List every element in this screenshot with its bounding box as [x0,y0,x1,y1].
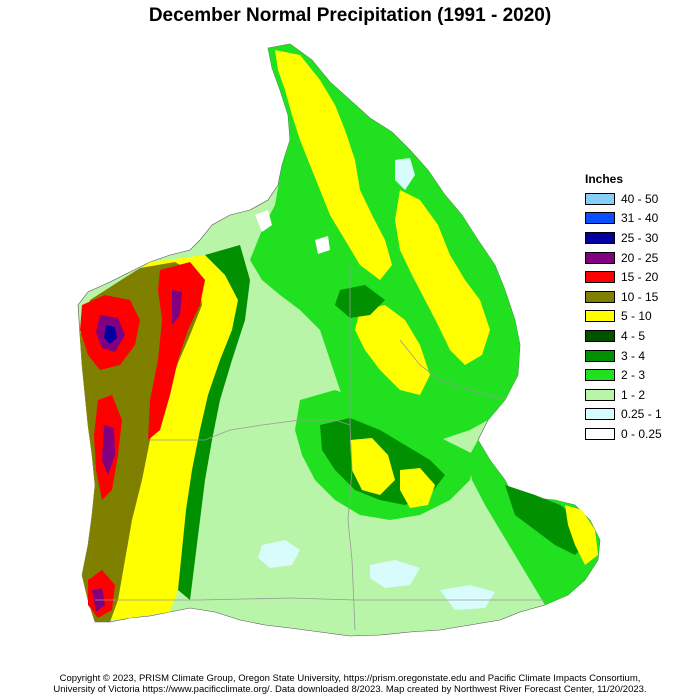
legend-swatch [585,369,615,382]
legend-swatch [585,329,615,342]
legend-item: 31 - 40 [585,209,695,229]
state-boundary-idaho-montana [399,339,506,401]
legend-label: 10 - 15 [621,289,659,304]
legend-item: 4 - 5 [585,326,695,346]
legend-label: 3 - 4 [621,348,646,363]
legend-label: 0 - 0.25 [621,426,662,441]
cyan-region-northeast [395,158,415,190]
green-region-cascade-east [178,245,250,600]
blue-region-olympics [104,325,117,344]
map-title: December Normal Precipitation (1991 - 20… [148,5,552,26]
yellow-region-blue-mountains [350,438,395,495]
legend-label: 2 - 3 [621,368,646,383]
legend-label: 5 - 10 [621,309,652,324]
cyan-region-southwest [258,540,300,568]
legend-title: Inches [585,172,624,186]
purple-region-coast-range [102,425,115,475]
legend-item: 40 - 50 [585,189,695,209]
yellow-region-idaho [355,305,430,395]
legend-item: 5 - 10 [585,307,695,327]
cyan-region-snake-plain [440,585,495,610]
legend-swatch [585,388,615,401]
footer-line-1: Copyright © 2023, PRISM Climate Group, O… [59,673,641,684]
legend-label: 31 - 40 [621,211,659,226]
red-region-cascades-north [148,262,205,440]
yellow-region-rockies-north [275,50,392,280]
legend-items: 40 - 50 31 - 40 25 - 30 20 - 25 15 - 20 10 - … [585,189,695,444]
white-region-central [315,236,330,254]
legend-swatch [585,251,615,264]
legend-label: 4 - 5 [621,328,646,343]
darkgreen-region-southeast [505,485,590,555]
white-region-north [255,210,272,232]
legend-swatch [585,408,615,421]
legend-swatch [585,231,615,244]
copyright-footer: Copyright © 2023, PRISM Climate Group, O… [0,673,700,695]
legend-item: 3 - 4 [585,346,695,366]
legend-item: 10 - 15 [585,287,695,307]
legend-swatch [585,192,615,205]
legend-label: 25 - 30 [621,230,659,245]
legend-swatch [585,349,615,362]
legend-item: 25 - 30 [585,228,695,248]
legend-label: 20 - 25 [621,250,659,265]
legend-swatch [585,310,615,323]
legend-item: 2 - 3 [585,365,695,385]
yellow-region-tetons [565,505,598,565]
cyan-region-south [370,560,420,588]
legend-swatch [585,290,615,303]
legend-item: 0.25 - 1 [585,405,695,425]
yellow-region-rockies-central [395,190,490,365]
state-boundary-southern [95,597,545,601]
yellow-region-owyhee [400,468,435,508]
legend-swatch [585,427,615,440]
purple-region-cascades [172,290,182,325]
legend-item: 0 - 0.25 [585,424,695,444]
legend-label: 0.25 - 1 [621,407,662,422]
state-boundary-wa-or [150,419,351,441]
legend-item: 20 - 25 [585,248,695,268]
darkgreen-region-idaho [335,285,385,318]
legend-swatch [585,271,615,284]
legend-label: 1 - 2 [621,387,646,402]
legend-item: 1 - 2 [585,385,695,405]
legend-label: 40 - 50 [621,191,659,206]
map-legend: Inches 40 - 50 31 - 40 25 - 30 20 - 25 15 - … [585,172,695,444]
state-boundary-idaho-west [347,265,356,631]
legend-label: 15 - 20 [621,270,659,285]
footer-line-2: University of Victoria https://www.pacif… [53,684,647,695]
legend-item: 15 - 20 [585,267,695,287]
legend-swatch [585,212,615,225]
